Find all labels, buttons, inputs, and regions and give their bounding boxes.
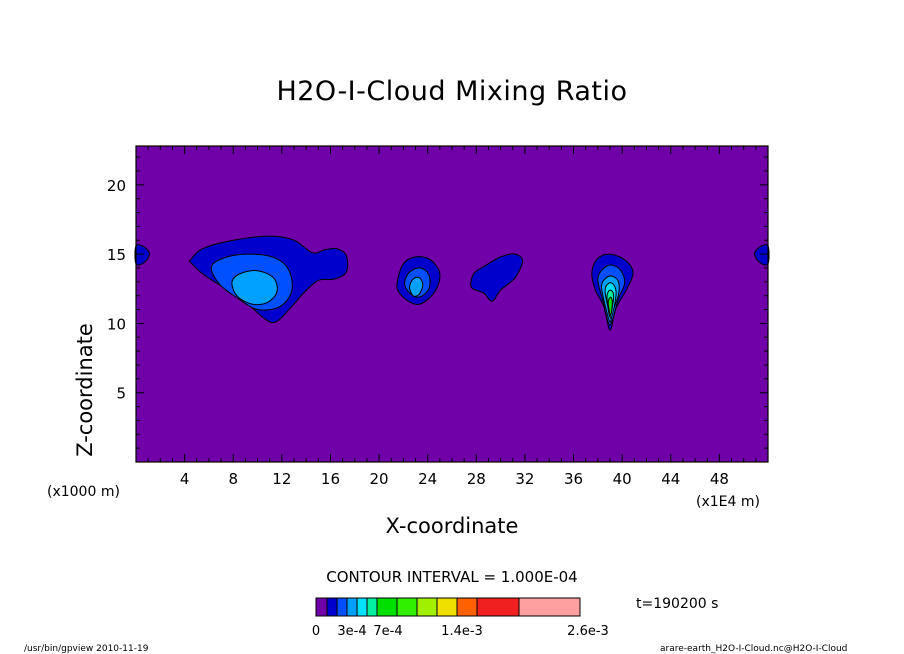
contour-region: [607, 296, 613, 316]
colorbar-label: 1.4e-3: [441, 624, 483, 639]
colorbar-bin: [356, 597, 368, 617]
x-tick-label: 12: [272, 470, 291, 488]
colorbar-bin: [518, 597, 581, 617]
y-tick-label: 20: [107, 177, 126, 195]
colorbar-bin: [366, 597, 378, 617]
colorbar-bin: [436, 597, 458, 617]
y-axis-label: Z-coordinate: [73, 323, 97, 457]
colorbar-bin: [416, 597, 438, 617]
x-tick-label: 24: [418, 470, 437, 488]
colorbar-bin: [315, 597, 328, 617]
colorbar-bin: [346, 597, 358, 617]
x-tick-label: 20: [370, 470, 389, 488]
x-tick-label: 40: [613, 470, 632, 488]
colorbar-bin: [476, 597, 520, 617]
x-tick-label: 32: [515, 470, 534, 488]
contour-interval-label: CONTOUR INTERVAL = 1.000E-04: [326, 568, 578, 586]
colorbar-label: 0: [311, 624, 321, 639]
contour-region: [470, 253, 524, 302]
x-tick-label: 48: [710, 470, 729, 488]
x-tick-label: 4: [180, 470, 190, 488]
colorbar-label: 3e-4: [337, 624, 367, 639]
x-tick-label: 44: [661, 470, 680, 488]
chart-title: H2O-I-Cloud Mixing Ratio: [276, 76, 628, 107]
x-tick-label: 8: [228, 470, 238, 488]
colorbar-label: 7e-4: [373, 624, 403, 639]
contour-region: [231, 270, 278, 306]
colorbar-bin: [336, 597, 348, 617]
y-tick-label: 15: [107, 246, 126, 264]
y-tick-label: 5: [116, 385, 126, 403]
footer-left: /usr/bin/gpview 2010-11-19: [24, 644, 149, 654]
x-unit-left: (x1000 m): [47, 484, 120, 500]
footer-right: arare-earth_H2O-I-Cloud.nc@H2O-I-Cloud: [660, 644, 848, 654]
plot-background: [136, 146, 768, 462]
colorbar-bin: [456, 597, 478, 617]
colorbar-bin: [376, 597, 398, 617]
time-label: t=190200 s: [636, 596, 719, 612]
colorbar-bin: [396, 597, 418, 617]
x-tick-label: 36: [564, 470, 583, 488]
x-unit-right: (x1E4 m): [696, 494, 760, 510]
y-axis-label-wrap: Z-coordinate: [70, 300, 100, 480]
colorbar-bin: [326, 597, 338, 617]
x-tick-label: 28: [467, 470, 486, 488]
x-tick-label: 16: [321, 470, 340, 488]
contour-fills: [134, 235, 770, 331]
colorbar: [315, 597, 581, 617]
y-tick-label: 10: [107, 315, 126, 333]
axis-ticks: [136, 146, 768, 462]
colorbar-label: 2.6e-3: [567, 624, 609, 639]
x-axis-label: X-coordinate: [385, 514, 519, 538]
contour-region: [408, 276, 424, 297]
